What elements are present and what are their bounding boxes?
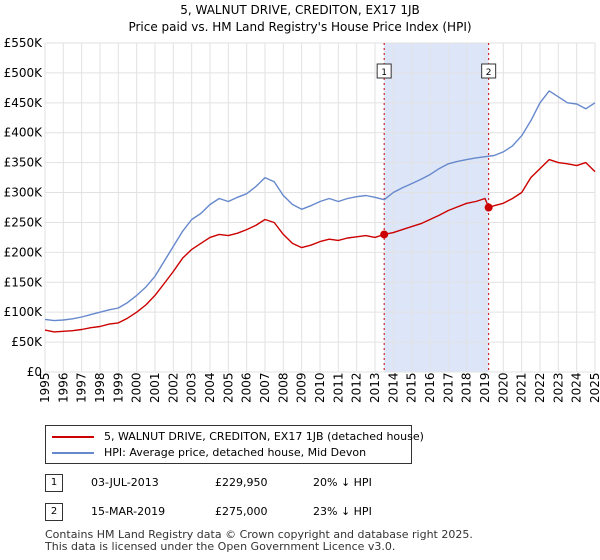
series-line-property [44, 158, 596, 333]
x-tick-label: 2018 [460, 372, 474, 403]
x-tick-label: 2004 [203, 372, 217, 403]
legend-label-hpi: HPI: Average price, detached house, Mid … [104, 446, 367, 459]
y-tick-label: £0 [27, 365, 42, 379]
transaction-marker-badge: 1 [45, 474, 63, 492]
transaction-point [380, 230, 389, 239]
x-tick-label: 2021 [515, 372, 529, 403]
x-tick-label: 2007 [258, 372, 272, 403]
transaction-row: 2 15-MAR-2019 £275,000 23% ↓ HPI [45, 502, 585, 522]
legend-label-property: 5, WALNUT DRIVE, CREDITON, EX17 1JB (det… [104, 430, 424, 443]
footer-license: This data is licensed under the Open Gov… [45, 540, 396, 553]
transaction-date: 15-MAR-2019 [91, 505, 166, 518]
footer: Contains HM Land Registry data © Crown c… [45, 529, 473, 553]
y-tick-label: £500K [4, 66, 44, 80]
x-tick-label: 2005 [221, 372, 235, 403]
price-chart: 1 2 £0 £50K £100K £150K £200K £250K £300K £350K £4… [4, 36, 600, 403]
x-tick-label: 2003 [185, 372, 199, 403]
transaction-price: £229,950 [215, 476, 268, 489]
x-tick-label: 2010 [313, 372, 327, 403]
chart-legend: 5, WALNUT DRIVE, CREDITON, EX17 1JB (det… [45, 425, 424, 464]
x-tick-label: 2023 [551, 372, 565, 403]
x-tick-label: 2022 [533, 372, 547, 403]
x-tick-label: 2008 [276, 372, 290, 403]
x-tick-label: 2024 [570, 372, 584, 403]
chart-title: 5, WALNUT DRIVE, CREDITON, EX17 1JB [180, 3, 420, 17]
y-tick-label: £400K [4, 126, 44, 140]
legend-swatch-property [52, 436, 94, 438]
x-tick-label: 1995 [38, 372, 52, 403]
y-tick-label: £50K [11, 335, 43, 349]
series-line-hpi [44, 90, 596, 322]
x-tick-label: 1999 [111, 372, 125, 403]
x-tick-label: 1997 [75, 372, 89, 403]
transaction-point [484, 203, 493, 212]
transaction-marker-box [481, 63, 497, 79]
x-tick-label: 2009 [295, 372, 309, 403]
y-tick-label: £450K [4, 96, 44, 110]
x-tick-label: 2012 [350, 372, 364, 403]
x-tick-label: 2019 [478, 372, 492, 403]
x-tick-label: 2015 [405, 372, 419, 403]
y-tick-label: £550K [4, 36, 44, 50]
chart-subtitle: Price paid vs. HM Land Registry's House … [128, 20, 472, 34]
x-tick-label: 2020 [496, 372, 510, 403]
transaction-hpi-diff: 20% ↓ HPI [313, 476, 372, 489]
x-tick-label: 2006 [240, 372, 254, 403]
transaction-marker-label: 2 [486, 68, 492, 78]
transaction-hpi-diff: 23% ↓ HPI [313, 505, 372, 518]
transaction-row: 1 03-JUL-2013 £229,950 20% ↓ HPI [45, 473, 585, 493]
y-tick-label: £350K [4, 156, 44, 170]
y-tick-label: £100K [4, 305, 44, 319]
x-tick-label: 2000 [130, 372, 144, 403]
transaction-price: £275,000 [215, 505, 268, 518]
shaded-period [384, 43, 489, 372]
x-tick-label: 2001 [148, 372, 162, 403]
x-tick-label: 2011 [331, 372, 345, 403]
transaction-date: 03-JUL-2013 [91, 476, 159, 489]
y-tick-label: £250K [4, 215, 44, 229]
x-tick-label: 2016 [423, 372, 437, 403]
x-tick-label: 1996 [56, 372, 70, 403]
x-tick-label: 2013 [368, 372, 382, 403]
y-tick-label: £300K [4, 186, 44, 200]
x-tick-label: 1998 [93, 372, 107, 403]
y-tick-label: £150K [4, 275, 44, 289]
y-tick-label: £200K [4, 245, 44, 259]
x-tick-label: 2014 [386, 372, 400, 403]
transaction-marker-badge: 2 [45, 503, 63, 521]
x-tick-label: 2017 [441, 372, 455, 403]
x-tick-label: 2002 [166, 372, 180, 403]
transaction-marker-box [376, 63, 392, 79]
legend-swatch-hpi [52, 452, 94, 454]
transaction-marker-label: 1 [381, 68, 387, 78]
footer-copyright: Contains HM Land Registry data © Crown c… [45, 528, 473, 541]
x-tick-label: 2025 [588, 372, 600, 403]
